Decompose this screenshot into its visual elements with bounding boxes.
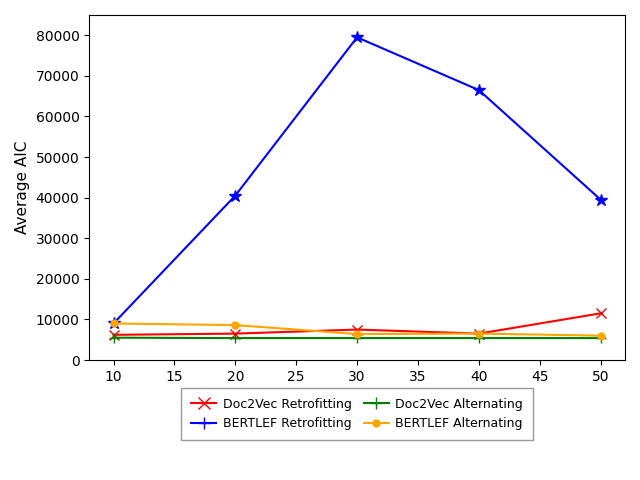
BERTLEF Alternating [232,322,239,328]
BERTLEF Alternating [475,331,483,336]
BERTLEF Alternating [353,331,361,337]
Doc2Vec Retrofitting [109,332,117,338]
BERTLEF Retrofitting [475,87,483,93]
BERTLEF Retrofitting [232,193,239,199]
BERTLEF Retrofitting [597,197,605,203]
Line: BERTLEF Retrofitting: BERTLEF Retrofitting [108,31,607,330]
Line: BERTLEF Alternating: BERTLEF Alternating [110,320,604,339]
Line: Doc2Vec Retrofitting: Doc2Vec Retrofitting [109,309,605,340]
Doc2Vec Alternating [353,335,361,341]
BERTLEF Retrofitting [353,35,361,40]
Doc2Vec Retrofitting [475,331,483,336]
BERTLEF Alternating [597,333,605,338]
Doc2Vec Retrofitting [597,311,605,316]
Doc2Vec Retrofitting [353,327,361,333]
Legend: Doc2Vec Retrofitting, BERTLEF Retrofitting, Doc2Vec Alternating, BERTLEF Alterna: Doc2Vec Retrofitting, BERTLEF Retrofitti… [181,388,533,440]
Doc2Vec Alternating [232,335,239,341]
Line: Doc2Vec Alternating: Doc2Vec Alternating [109,333,605,343]
Y-axis label: Average AIC: Average AIC [15,141,30,234]
Doc2Vec Alternating [475,335,483,341]
Doc2Vec Alternating [597,335,605,341]
Doc2Vec Retrofitting [232,331,239,336]
Doc2Vec Alternating [109,335,117,340]
BERTLEF Retrofitting [109,321,117,326]
BERTLEF Alternating [109,321,117,326]
